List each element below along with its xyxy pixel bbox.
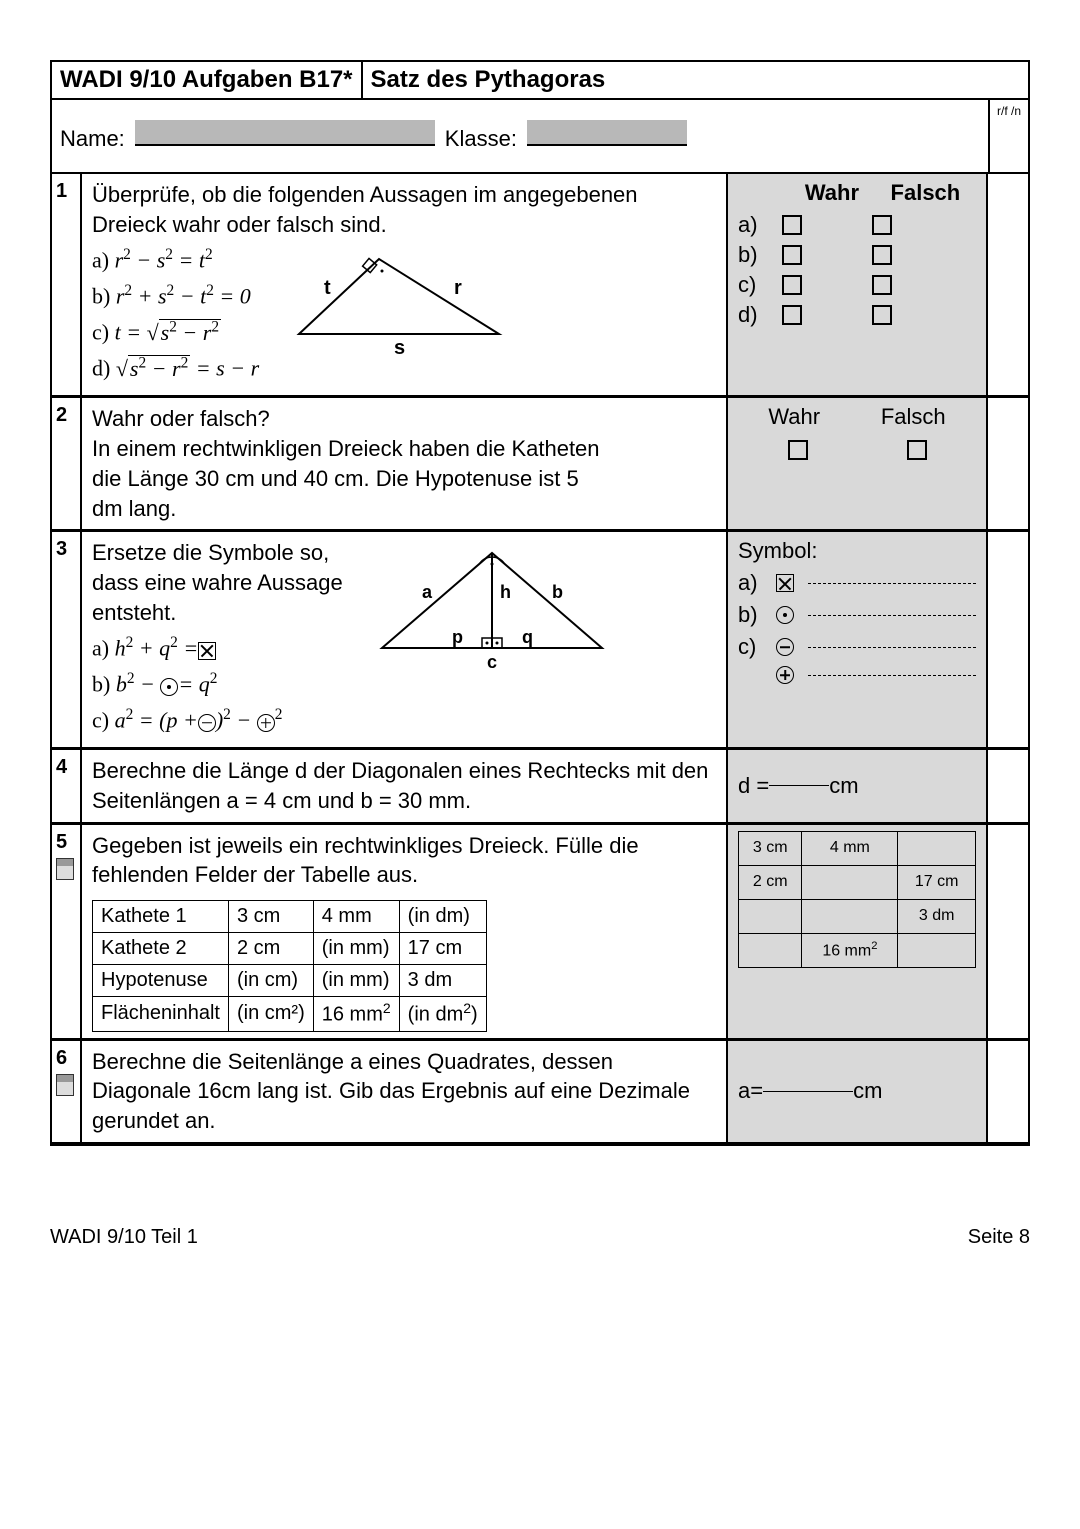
t1-eq-c: c) t = s2 − r2 [92, 317, 259, 347]
t2-q: Wahr oder falsch? [92, 404, 716, 434]
klasse-input[interactable] [527, 120, 687, 146]
t1-d-falsch[interactable] [872, 305, 892, 325]
task-2: 2 Wahr oder falsch? In einem rechtwinkli… [52, 398, 1028, 532]
task-num-5: 5 [52, 825, 82, 1038]
worksheet: WADI 9/10 Aufgaben B17* Satz des Pythago… [50, 60, 1030, 1146]
klasse-label: Klasse: [445, 126, 517, 152]
task-4-answer: d = cm [728, 750, 988, 821]
svg-text:p: p [452, 627, 463, 647]
calculator-icon [56, 1074, 74, 1096]
t3-a-input[interactable] [808, 583, 976, 584]
task-6-body: Berechne die Seitenlänge a eines Quadrat… [82, 1041, 728, 1142]
svg-text:r: r [454, 277, 462, 299]
name-row: Name: Klasse: r/f /n [52, 100, 1028, 174]
t1-a-falsch[interactable] [872, 215, 892, 235]
t6-a: a= [738, 1078, 763, 1104]
footer-right: Seite 8 [968, 1226, 1030, 1249]
t3-b-input[interactable] [808, 615, 976, 616]
svg-text:t: t [324, 277, 331, 299]
svg-text:h: h [500, 582, 511, 602]
footer-left: WADI 9/10 Teil 1 [50, 1226, 198, 1249]
svg-text:a: a [422, 582, 433, 602]
t6-unit: cm [853, 1078, 882, 1104]
t1-wahr: Wahr [805, 180, 859, 206]
t4-unit: cm [829, 773, 858, 799]
task-5-answer: 3 cm4 mm 2 cm17 cm 3 dm 16 mm2 [728, 825, 988, 1038]
calculator-icon [56, 858, 74, 880]
task-3: 3 Ersetze die Symbole so, dass eine wahr… [52, 532, 1028, 750]
t1-b-wahr[interactable] [782, 245, 802, 265]
t3-ans-title: Symbol: [738, 538, 976, 564]
task-3-body: Ersetze die Symbole so, dass eine wahre … [82, 532, 728, 747]
symbol-circle-plus-icon [776, 666, 794, 684]
svg-text:q: q [522, 627, 533, 647]
table-row: Kathete 13 cm4 mm(in dm) [93, 901, 487, 933]
t1-c-wahr[interactable] [782, 275, 802, 295]
task-5-body: Gegeben ist jeweils ein rechtwinkliges D… [82, 825, 728, 1038]
task-1-answer: a) Wahr Falsch a) b) c) d) [728, 174, 988, 395]
task-5-table: Kathete 13 cm4 mm(in dm) Kathete 22 cm(i… [92, 900, 487, 1032]
t1-a-wahr[interactable] [782, 215, 802, 235]
name-input[interactable] [135, 120, 435, 146]
header-left: WADI 9/10 Aufgaben B17* [52, 62, 363, 98]
task-6: 6 Berechne die Seitenlänge a eines Quadr… [52, 1041, 1028, 1144]
footer: WADI 9/10 Teil 1 Seite 8 [50, 1226, 1030, 1249]
task-1: 1 Überprüfe, ob die folgenden Aussagen i… [52, 174, 1028, 398]
triangle-2-icon: a b h p q c [362, 538, 622, 678]
t1-b-falsch[interactable] [872, 245, 892, 265]
t2-wahr: Wahr [768, 404, 820, 430]
t3-intro: Ersetze die Symbole so, dass eine wahre … [92, 538, 352, 627]
t1-eq-d: d) s2 − r2 = s − r [92, 353, 259, 383]
svg-text:c: c [487, 652, 497, 672]
task-4: 4 Berechne die Länge d der Diagonalen ei… [52, 750, 1028, 824]
t1-eq-a: a) r2 − s2 = t2 [92, 245, 259, 275]
header-row: WADI 9/10 Aufgaben B17* Satz des Pythago… [52, 62, 1028, 100]
task-num-3: 3 [52, 532, 82, 747]
t1-eq-b: b) r2 + s2 − t2 = 0 [92, 281, 259, 311]
task-4-body: Berechne die Länge d der Diagonalen eine… [82, 750, 728, 821]
t1-c-falsch[interactable] [872, 275, 892, 295]
rf-cell: r/f /n [988, 100, 1028, 172]
t3-d-input[interactable] [808, 675, 976, 676]
t4-d: d = [738, 773, 769, 799]
table-row: Flächeninhalt(in cm²)16 mm2(in dm2) [93, 997, 487, 1032]
task-2-body: Wahr oder falsch? In einem rechtwinklige… [82, 398, 728, 529]
table-row: Kathete 22 cm(in mm)17 cm [93, 933, 487, 965]
t2-falsch: Falsch [881, 404, 946, 430]
task-1-body: Überprüfe, ob die folgenden Aussagen im … [82, 174, 728, 395]
t1-d-wahr[interactable] [782, 305, 802, 325]
t3-eq-a: a) h2 + q2 = [92, 633, 352, 663]
t5-intro: Gegeben ist jeweils ein rechtwinkliges D… [92, 831, 716, 890]
t2-wahr-box[interactable] [788, 440, 808, 460]
task-num-6: 6 [52, 1041, 82, 1142]
symbol-circle-dot-icon [776, 606, 794, 624]
symbol-circle-minus-icon [776, 638, 794, 656]
t6-input[interactable] [763, 1091, 853, 1092]
task-5: 5 Gegeben ist jeweils ein rechtwinkliges… [52, 825, 1028, 1041]
task-2-answer: Wahr Falsch [728, 398, 988, 529]
task-num-2: 2 [52, 398, 82, 529]
svg-text:s: s [394, 337, 405, 359]
name-label: Name: [60, 126, 125, 152]
header-right: Satz des Pythagoras [363, 62, 1028, 98]
table-row: Hypotenuse(in cm)(in mm)3 dm [93, 965, 487, 997]
symbol-box-x-icon [776, 574, 794, 592]
t3-eq-c: c) a2 = (p +)2 − 2 [92, 705, 352, 735]
triangle-1-icon: t r s [279, 239, 519, 359]
task-num-1: 1 [52, 174, 82, 395]
task-1-intro: Überprüfe, ob die folgenden Aussagen im … [92, 180, 716, 239]
task-5-answer-table[interactable]: 3 cm4 mm 2 cm17 cm 3 dm 16 mm2 [738, 831, 976, 968]
task-num-4: 4 [52, 750, 82, 821]
t4-input[interactable] [769, 785, 829, 786]
t2-text: In einem rechtwinkligen Dreieck haben di… [92, 434, 612, 523]
task-3-answer: Symbol: a) b) c) [728, 532, 988, 747]
svg-text:b: b [552, 582, 563, 602]
t2-falsch-box[interactable] [907, 440, 927, 460]
t3-eq-b: b) b2 − = q2 [92, 669, 352, 699]
task-6-answer: a= cm [728, 1041, 988, 1142]
t3-c-input[interactable] [808, 647, 976, 648]
t1-falsch: Falsch [891, 180, 961, 206]
